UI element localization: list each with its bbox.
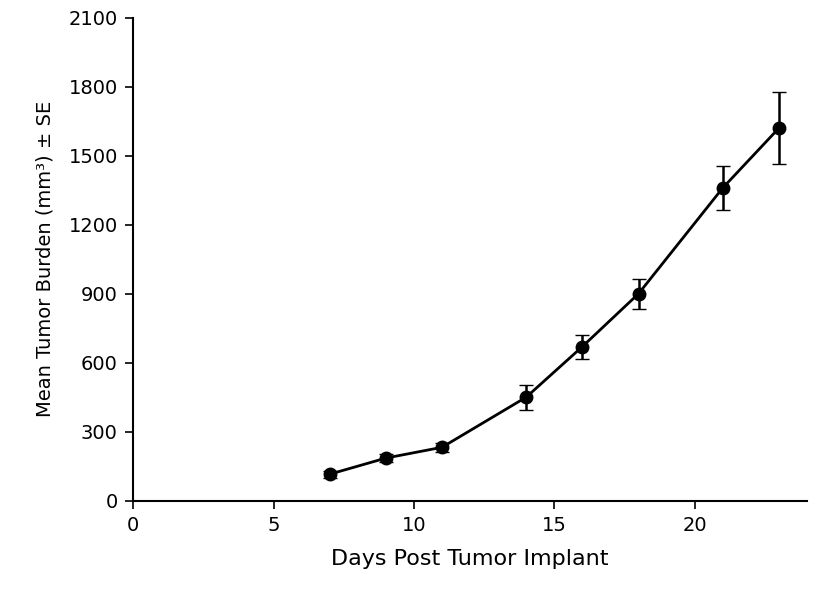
Y-axis label: Mean Tumor Burden (mm³) ± SE: Mean Tumor Burden (mm³) ± SE: [36, 101, 55, 417]
X-axis label: Days Post Tumor Implant: Days Post Tumor Implant: [331, 549, 609, 569]
